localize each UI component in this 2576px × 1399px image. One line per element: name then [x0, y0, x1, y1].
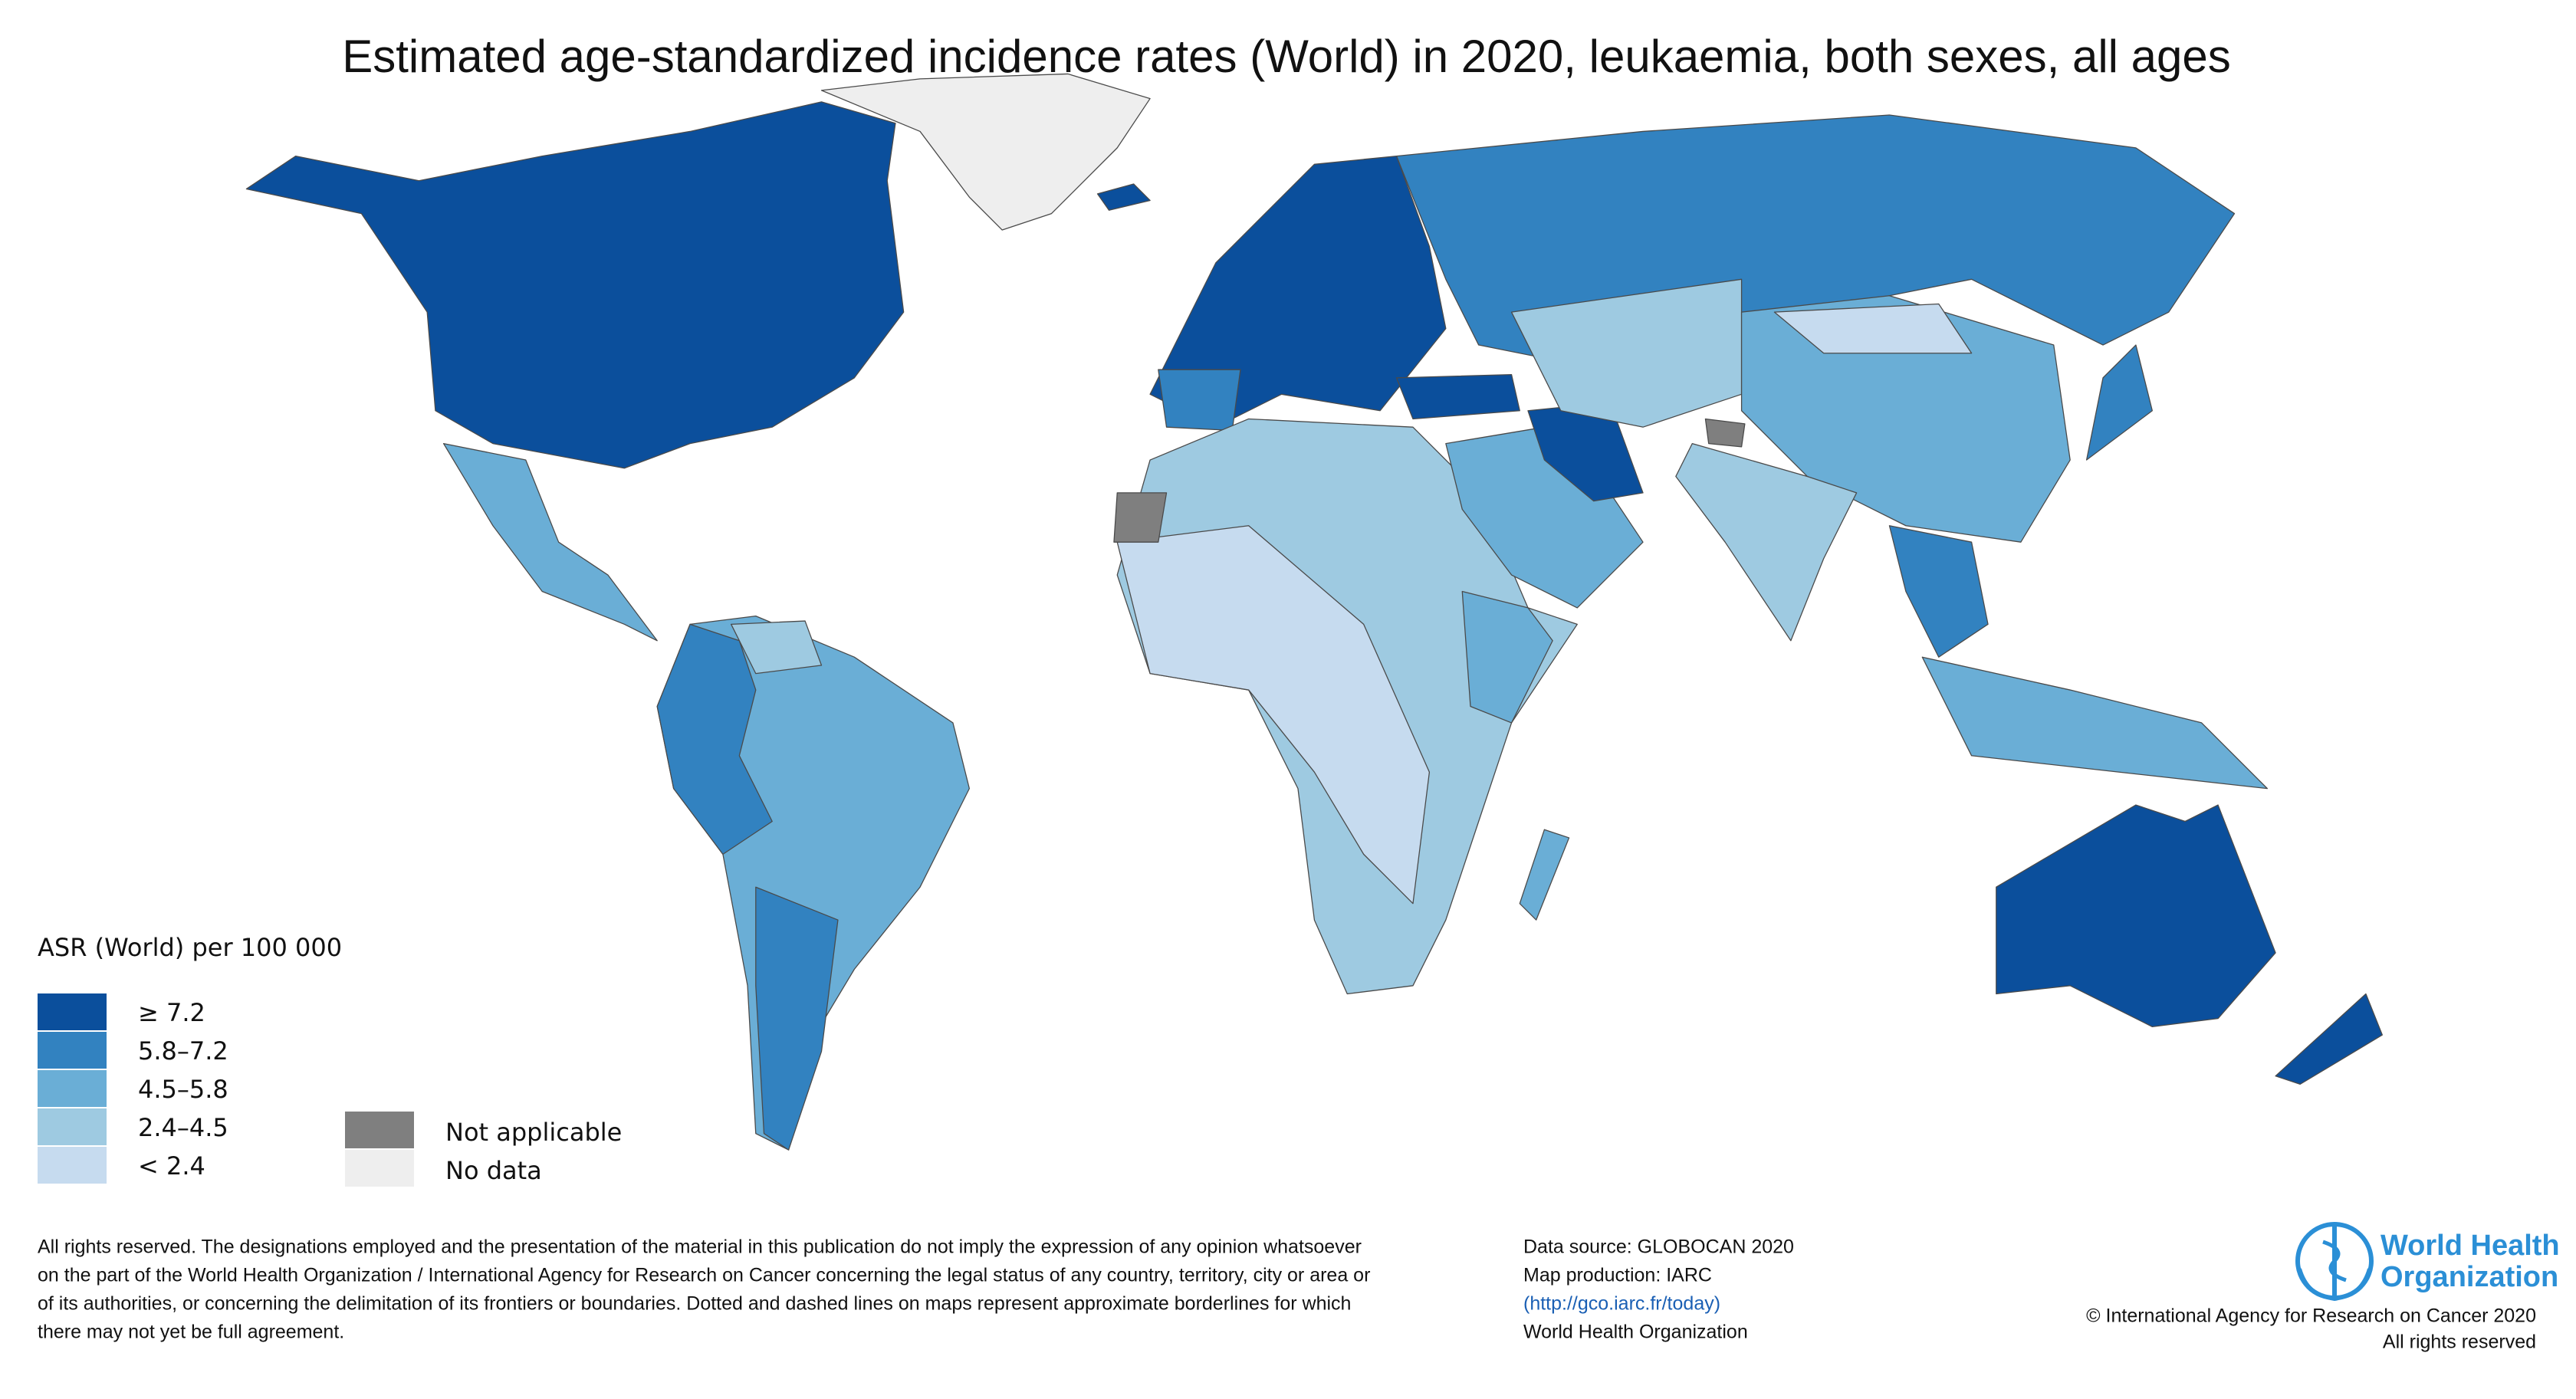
legend-swatch [38, 1108, 107, 1145]
legend-swatch [38, 1070, 107, 1107]
india [1675, 442, 1858, 642]
title: Estimated age-standardized incidence rat… [342, 31, 2231, 82]
legend-label: 2.4–4.5 [138, 1113, 228, 1142]
source-line: Map production: IARC [1523, 1265, 1712, 1286]
mongolia [1773, 303, 1973, 354]
north-america [245, 101, 905, 469]
legend-swatch [345, 1112, 414, 1148]
greenland [820, 73, 1151, 231]
legend-label: No data [445, 1156, 542, 1185]
iceland [1096, 183, 1151, 211]
who-name: Organization [2380, 1261, 2558, 1293]
andes [656, 623, 773, 855]
central-asia [1510, 278, 1743, 428]
disclaimer: All rights reserved. The designations em… [38, 1236, 1370, 1343]
copyright: All rights reserved [2383, 1332, 2536, 1353]
legend-swatch [38, 1147, 107, 1184]
source-line: Data source: GLOBOCAN 2020 [1523, 1236, 1794, 1258]
legend-label: Not applicable [445, 1118, 622, 1147]
east-africa [1461, 590, 1553, 724]
who-emblem-snake [2322, 1240, 2347, 1282]
source-link-text[interactable]: (http://gco.iarc.fr/today) [1523, 1293, 1720, 1315]
legend-swatch [38, 1032, 107, 1069]
venezuela [730, 620, 823, 675]
kashmir [1704, 418, 1746, 448]
world-map [245, 73, 2383, 1151]
europe [1149, 155, 1447, 428]
disclaimer-line: on the part of the World Health Organiza… [38, 1265, 1370, 1286]
legend-title: ASR (World) per 100 000 [38, 933, 342, 962]
japan [2085, 344, 2153, 461]
indonesia [1921, 656, 2268, 790]
data-source: Data source: GLOBOCAN 2020 Map production… [1523, 1236, 1794, 1343]
turkey [1395, 373, 1520, 420]
copyright: © International Agency for Research on C… [2086, 1305, 2536, 1327]
legend-swatch [38, 993, 107, 1030]
legend-label: ≥ 7.2 [138, 998, 205, 1027]
legend-label: 5.8–7.2 [138, 1036, 228, 1066]
who-emblem-laurel [2298, 1268, 2371, 1302]
disclaimer-line: All rights reserved. The designations em… [38, 1236, 1362, 1258]
who-name: World Health [2380, 1230, 2560, 1262]
disclaimer-line: of its authorities, or concerning the de… [38, 1293, 1351, 1315]
australia [1996, 804, 2276, 1028]
who-logo: World Health Organization [2295, 1222, 2560, 1302]
central-america [442, 442, 658, 642]
legend-label: < 2.4 [138, 1151, 205, 1181]
madagascar [1519, 829, 1570, 921]
source-line: World Health Organization [1523, 1322, 1748, 1343]
disclaimer-line: there may not yet be full agreement. [38, 1322, 344, 1343]
iberia [1158, 369, 1241, 432]
new-zealand [2275, 993, 2383, 1085]
western-sahara [1113, 492, 1168, 543]
legend: ≥ 7.2 5.8–7.2 4.5–5.8 2.4–4.5 < 2.4 Not appli… [38, 993, 622, 1187]
legend-swatch [345, 1150, 414, 1187]
source-link[interactable]: (http://gco.iarc.fr/today) [1523, 1293, 1720, 1315]
sub-saharan-africa [1116, 525, 1431, 905]
legend-label: 4.5–5.8 [138, 1075, 228, 1104]
argentina [755, 886, 839, 1151]
southeast-asia [1888, 525, 1989, 658]
